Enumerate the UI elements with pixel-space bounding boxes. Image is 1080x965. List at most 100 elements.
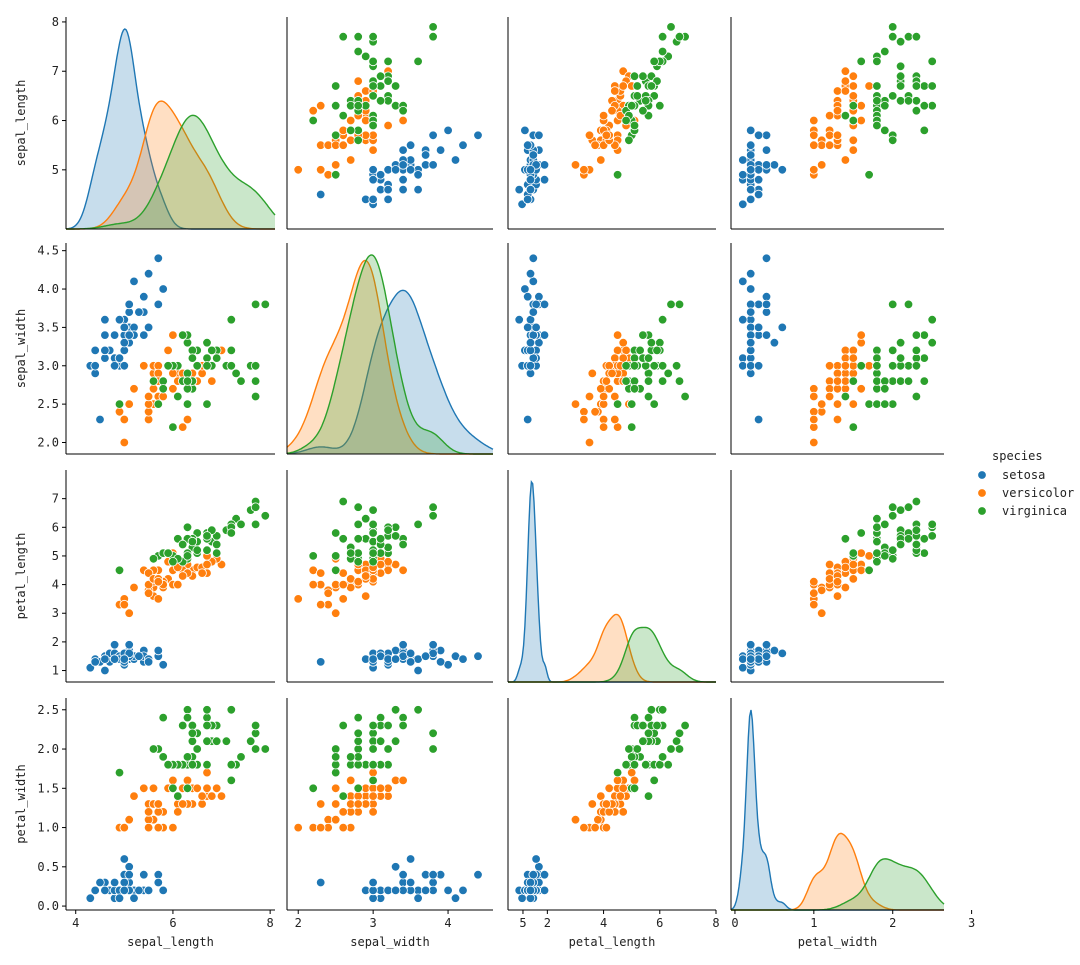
point-versicolor [856,384,866,394]
point-virginica [880,100,890,111]
point-versicolor [361,571,371,581]
point-setosa [458,885,468,896]
point-virginica [919,330,930,340]
point-virginica [187,353,198,363]
point-virginica [428,22,438,32]
point-setosa [523,322,533,333]
point-setosa [746,640,756,650]
point-versicolor [192,783,202,794]
point-setosa [139,330,149,340]
point-virginica [368,120,378,131]
point-setosa [398,145,408,155]
x-tick-label: 4 [72,916,79,930]
point-versicolor [331,815,341,825]
point-versicolor [216,791,227,801]
point-setosa [525,893,536,903]
point-virginica [331,760,341,770]
point-versicolor [615,791,626,801]
point-setosa [525,165,536,175]
y-tick-label: 4 [52,578,59,592]
point-versicolor [598,110,609,121]
point-virginica [927,100,937,111]
point-setosa [153,870,164,880]
kde-fill-virginica [287,255,493,454]
point-virginica [375,96,386,106]
point-versicolor [612,330,623,340]
y-axis-label: petal_length [14,533,28,620]
point-setosa [458,140,468,150]
point-versicolor [809,165,819,175]
y-tick-label: 1.5 [37,781,59,795]
kde-fill-versicolor [508,614,716,682]
point-virginica [657,361,668,371]
panel-petal_length-vs-sepal_width [286,470,493,683]
point-virginica [182,376,193,386]
point-virginica [864,399,874,409]
point-versicolor [338,140,348,150]
x-tick-label: 5 [519,916,526,930]
y-tick-label: 2 [52,635,59,649]
point-versicolor [202,767,212,778]
point-versicolor [627,767,637,778]
point-virginica [641,96,651,106]
point-virginica [226,760,237,770]
point-virginica [428,502,438,512]
point-virginica [368,775,378,786]
kde-line-virginica [286,254,493,455]
panel-petal_width-vs-sepal_width: 2 3 4 5 sepal_width [286,698,527,949]
point-versicolor [809,437,819,448]
point-versicolor [824,140,835,150]
point-virginica [895,376,906,386]
point-virginica [383,720,393,731]
point-virginica [390,531,401,541]
point-versicolor [148,783,159,794]
point-setosa [746,338,756,348]
point-virginica [226,315,237,325]
point-virginica [375,736,386,746]
point-setosa [124,640,134,650]
point-setosa [420,150,431,160]
point-virginica [192,361,202,371]
point-versicolor [207,376,217,386]
point-setosa [100,665,110,676]
point-virginica [353,100,363,111]
point-setosa [777,322,788,333]
point-setosa [85,893,96,903]
point-virginica [398,712,408,723]
point-virginica [428,728,438,739]
point-setosa [443,885,453,896]
point-versicolor [383,120,393,131]
point-setosa [753,654,764,664]
kde-fill-setosa [66,29,275,229]
point-setosa [390,885,401,896]
y-axis-label: petal_width [14,764,28,843]
point-virginica [368,32,378,42]
point-virginica [187,760,198,770]
point-setosa [753,174,764,185]
point-versicolor [293,822,303,833]
point-versicolor [346,115,356,126]
point-virginica [649,361,659,371]
point-versicolor [587,799,598,809]
point-setosa [368,654,378,664]
point-virginica [674,299,685,310]
point-virginica [643,728,654,739]
point-setosa [738,276,748,287]
point-virginica [346,125,356,136]
point-virginica [308,551,318,561]
point-setosa [143,322,154,333]
x-tick-label: 8 [712,916,719,930]
point-virginica [187,728,198,739]
point-virginica [202,338,212,348]
point-virginica [646,81,657,91]
point-virginica [413,519,423,530]
point-versicolor [143,588,154,598]
point-versicolor [840,582,851,593]
point-virginica [353,760,363,770]
point-versicolor [316,568,326,578]
point-virginica [927,531,937,541]
point-virginica [163,361,173,371]
panel-sepal_length-vs-sepal_length: 5 6 7 8 sepal_length [14,15,276,230]
point-virginica [649,56,659,67]
point-setosa [420,651,431,661]
